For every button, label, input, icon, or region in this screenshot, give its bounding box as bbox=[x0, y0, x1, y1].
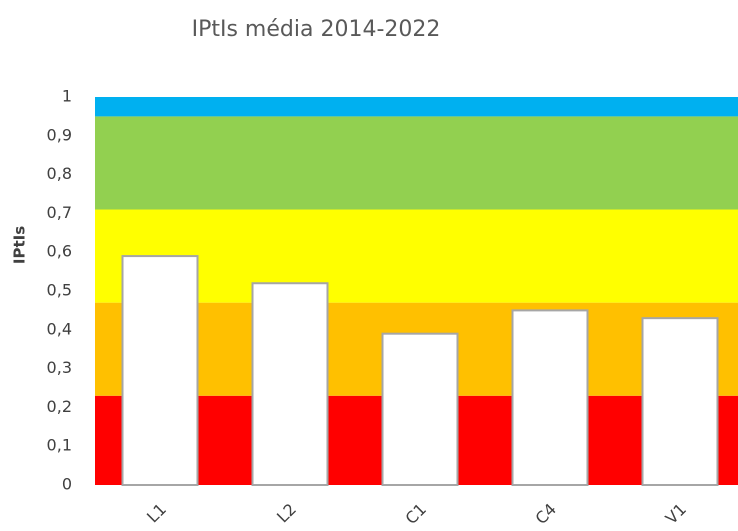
x-tick-label: C4 bbox=[531, 500, 560, 529]
y-tick-label: 0,6 bbox=[47, 242, 72, 261]
y-tick-label: 0,3 bbox=[47, 358, 72, 377]
bar bbox=[641, 317, 719, 486]
y-tick-label: 0,7 bbox=[47, 203, 72, 222]
y-axis-label: IPtIs bbox=[11, 226, 29, 264]
y-tick-label: 0,5 bbox=[47, 281, 72, 300]
background-band bbox=[95, 116, 738, 210]
y-tick-label: 1 bbox=[62, 87, 72, 106]
x-tick-label: L1 bbox=[143, 500, 170, 527]
y-tick-label: 0,1 bbox=[47, 436, 72, 455]
bar bbox=[511, 309, 589, 486]
bar bbox=[121, 255, 199, 486]
x-tick-label: C1 bbox=[401, 500, 430, 529]
y-tick-label: 0,9 bbox=[47, 125, 72, 144]
y-tick-label: 0,2 bbox=[47, 397, 72, 416]
bar bbox=[251, 282, 329, 486]
background-band bbox=[95, 209, 738, 303]
y-tick-label: 0,4 bbox=[47, 319, 72, 338]
chart-title: IPtIs média 2014-2022 bbox=[192, 17, 441, 42]
y-tick-label: 0 bbox=[62, 475, 72, 494]
x-tick-label: V1 bbox=[662, 500, 690, 528]
background-band bbox=[95, 97, 738, 117]
y-tick-label: 0,8 bbox=[47, 164, 72, 183]
x-tick-label: L2 bbox=[273, 500, 300, 527]
bar bbox=[381, 332, 459, 486]
